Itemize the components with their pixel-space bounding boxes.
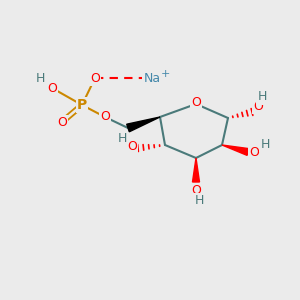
Text: O: O <box>249 146 259 158</box>
Polygon shape <box>193 158 200 182</box>
Text: H: H <box>260 137 270 151</box>
Text: O: O <box>191 184 201 196</box>
Text: O: O <box>127 140 137 152</box>
Text: O: O <box>191 97 201 110</box>
Text: O: O <box>100 110 110 124</box>
Text: P: P <box>77 98 87 112</box>
Text: O: O <box>90 71 100 85</box>
Polygon shape <box>127 117 160 132</box>
Text: H: H <box>194 194 204 206</box>
Text: O: O <box>47 82 57 94</box>
Text: O: O <box>57 116 67 128</box>
Polygon shape <box>222 145 249 155</box>
Text: O: O <box>253 100 263 112</box>
Text: H: H <box>257 91 267 103</box>
Text: H: H <box>117 131 127 145</box>
Text: +: + <box>160 69 170 79</box>
Text: Na: Na <box>143 71 161 85</box>
Text: H: H <box>35 71 45 85</box>
